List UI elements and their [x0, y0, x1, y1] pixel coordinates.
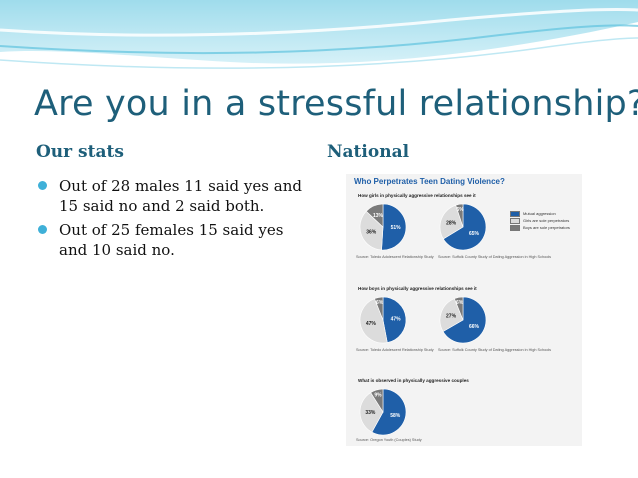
pie-data-label: 6% — [376, 300, 384, 306]
national-heading: National — [327, 142, 410, 162]
pie-chart-girls-toledo: 51% 36% 13% — [359, 203, 407, 251]
pie-data-label: 9% — [374, 392, 382, 398]
bullet-dot-icon — [38, 181, 47, 190]
figure-question: How boys in physically aggressive relati… — [358, 286, 477, 291]
legend-item: Boys are sole perpetrators — [510, 224, 570, 231]
pie-data-label: 36% — [366, 229, 377, 235]
pie-slice — [359, 392, 384, 433]
figure-question: How girls in physically aggressive relat… — [358, 193, 476, 198]
legend-swatch — [510, 217, 520, 224]
figure-title: Who Perpetrates Teen Dating Violence? — [354, 177, 505, 186]
pie-data-label: 27% — [446, 314, 457, 320]
pie-data-label: 58% — [390, 413, 401, 419]
pie-slice — [455, 203, 464, 228]
figure-question: What is observed in physically aggressiv… — [358, 378, 469, 383]
legend-item: Girls are sole perpetrators — [510, 217, 570, 224]
legend-item: Mutual aggression — [510, 210, 570, 217]
bullet-item: Out of 25 females 15 said yes and 10 sai… — [38, 220, 308, 260]
pie-slice — [359, 298, 388, 344]
pie-data-label: 47% — [391, 317, 402, 323]
pie-data-label: 33% — [365, 410, 376, 416]
pie-slice — [382, 296, 407, 343]
pie-data-label: 51% — [391, 225, 402, 231]
figure-source: Source: Toledo Adolescent Relationship S… — [356, 255, 434, 259]
pie-data-label: 28% — [446, 220, 457, 226]
figure-source: Source: Suffolk County Study of Dating A… — [438, 255, 552, 259]
pie-slice — [439, 204, 464, 240]
pie-chart-girls-suffolk: 65% 28% 5% — [439, 203, 487, 251]
pie-data-label: 6% — [456, 300, 464, 306]
pie-chart-oregon: 58% 33% 9% — [359, 388, 407, 436]
bullet-dot-icon — [38, 225, 47, 234]
pie-slice — [359, 210, 384, 251]
bullet-item: Out of 28 males 11 said yes and 15 said … — [38, 176, 308, 216]
pie-data-label: 66% — [469, 324, 480, 330]
pie-slice — [374, 296, 384, 321]
slide-title: Are you in a stressful relationship? — [34, 84, 638, 124]
pie-data-label: 65% — [469, 231, 480, 237]
pie-data-label: 47% — [366, 321, 377, 327]
bullet-text: Out of 25 females 15 said yes and 10 sai… — [59, 221, 284, 259]
stats-bullet-list: Out of 28 males 11 said yes and 15 said … — [38, 176, 308, 264]
figure-source: Source: Oregon Youth (Couples) Study — [356, 438, 422, 442]
pie-slice — [381, 203, 407, 251]
pie-data-label: 5% — [457, 207, 465, 213]
pie-chart-boys-toledo: 47% 47% 6% — [359, 296, 407, 344]
figure-source: Source: Toledo Adolescent Relationship S… — [356, 348, 434, 352]
pie-slice — [442, 203, 487, 251]
figure-source: Source: Suffolk County Study of Dating A… — [438, 348, 552, 352]
pie-slice — [365, 203, 384, 228]
pie-slice — [454, 296, 464, 321]
legend-swatch — [510, 210, 520, 217]
pie-chart-boys-suffolk: 66% 27% 6% — [439, 296, 487, 344]
figure-legend: Mutual aggression Girls are sole perpetr… — [510, 210, 570, 231]
our-stats-heading: Our stats — [36, 142, 124, 162]
pie-slice — [442, 296, 487, 344]
bullet-text: Out of 28 males 11 said yes and 15 said … — [59, 177, 302, 215]
pie-data-label: 13% — [373, 213, 384, 219]
pie-slice — [370, 388, 384, 414]
pie-slice — [371, 388, 407, 436]
legend-swatch — [510, 224, 520, 231]
header-wave-banner — [0, 0, 638, 80]
pie-slice — [439, 298, 464, 332]
national-figure: Who Perpetrates Teen Dating Violence? Ho… — [346, 174, 582, 446]
